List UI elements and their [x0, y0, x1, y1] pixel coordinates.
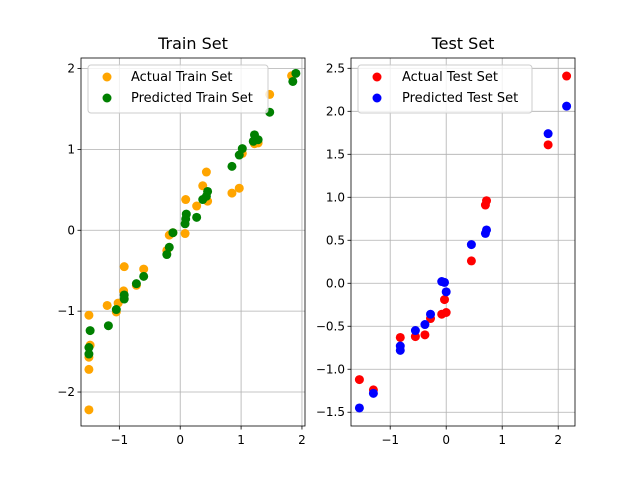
train-set-data-point [111, 305, 121, 315]
test-set-data-point [410, 326, 420, 336]
train-set-data-point [85, 326, 95, 336]
train-set-data-point [181, 195, 191, 205]
train-set-data-point [102, 300, 112, 310]
train-set-data-point [103, 321, 113, 331]
train-set-y-tick-label: 2 [67, 62, 75, 76]
legend-label-predicted-test: Predicted Test Set [402, 91, 518, 106]
train-set-data-point [162, 250, 172, 260]
test-set-data-point [562, 101, 572, 111]
train-set-data-point [164, 242, 174, 252]
test-set-y-tick-label: 1.5 [326, 147, 345, 161]
train-set-data-point [237, 144, 247, 154]
test-set-y-tick-label: 0.5 [326, 233, 345, 247]
test-set-x-tick-label: −1 [381, 433, 399, 447]
train-set-title: Train Set [157, 34, 228, 53]
train-set-data-point [203, 186, 213, 196]
train-set-data-point [192, 212, 202, 222]
test-set-y-tick-label: −1.5 [316, 405, 345, 419]
test-set-x-tick-label: 0 [442, 433, 450, 447]
train-set-data-point [84, 349, 94, 359]
train-set-data-point [180, 229, 190, 239]
train-set-data-point [201, 167, 211, 177]
train-set-data-point [192, 201, 202, 211]
train-set-y-tick-label: −1 [57, 304, 75, 318]
test-set-data-point [440, 295, 450, 305]
test-set-y-tick-label: −0.5 [316, 319, 345, 333]
test-set-data-point [395, 332, 405, 342]
train-set-data-point [291, 68, 301, 78]
train-set-plot: −1 0 1 2 −2 −1 0 1 2 Train Set Actual Train Set … [57, 34, 305, 447]
test-set-data-point [466, 256, 476, 266]
test-set-data-point [441, 287, 451, 297]
legend-label-actual-train: Actual Train Set [131, 70, 233, 85]
train-set-data-point [131, 279, 141, 289]
test-set-x-tick-label: 2 [554, 433, 562, 447]
train-set-y-tick-label: 1 [67, 142, 75, 156]
train-set-x-tick-label: −1 [110, 433, 128, 447]
test-set-data-point [466, 240, 476, 250]
test-set-axes-frame [350, 57, 576, 427]
test-set-x-tick-label: 1 [498, 433, 506, 447]
test-set-data-point [395, 341, 405, 351]
test-set-data-point [482, 225, 492, 235]
train-set-data-point [119, 290, 129, 300]
test-set-y-tick-label: 2.5 [326, 61, 345, 75]
test-set-y-tick-label: −1.0 [316, 362, 345, 376]
train-set-data-point [227, 188, 237, 198]
test-set-data-point [543, 129, 553, 139]
train-set-data-point [181, 209, 191, 219]
test-set-title: Test Set [431, 34, 495, 53]
test-set-data-point [482, 196, 492, 206]
test-set-data-point [426, 309, 436, 319]
train-set-data-point [139, 271, 149, 281]
legend-label-predicted-train: Predicted Train Set [131, 91, 253, 106]
legend-marker-predicted-train [102, 93, 112, 103]
test-set-data-point [543, 140, 553, 150]
test-set-data-point [420, 320, 430, 330]
test-set-points [354, 71, 572, 413]
train-set-y-tick-label: 0 [67, 223, 75, 237]
train-set-data-point [227, 161, 237, 171]
test-set-series-1 [354, 101, 572, 413]
train-set-legend: Actual Train Set Predicted Train Set [87, 64, 269, 114]
train-set-data-point [84, 343, 94, 353]
train-set-data-point [84, 405, 94, 415]
test-set-legend-box [357, 64, 533, 114]
train-set-y-tick-label: −2 [57, 385, 75, 399]
legend-marker-predicted-test [372, 93, 382, 103]
train-set-x-tick-label: 2 [298, 433, 306, 447]
train-set-series-1 [84, 68, 301, 359]
test-set-y-tick-label: 1.0 [326, 190, 345, 204]
test-set-data-point [354, 375, 364, 385]
train-set-data-point [253, 135, 263, 145]
train-set-x-tick-label: 1 [237, 433, 245, 447]
legend-label-actual-test: Actual Test Set [402, 70, 498, 85]
train-set-data-point [168, 228, 178, 238]
train-set-x-tick-label: 0 [176, 433, 184, 447]
test-set-y-tick-label: 2.0 [326, 104, 345, 118]
test-set-data-point [368, 388, 378, 398]
test-set-legend: Actual Test Set Predicted Test Set [357, 64, 533, 114]
train-set-data-point [119, 262, 129, 272]
test-set-data-point [562, 71, 572, 81]
test-set-y-tick-label: 0.0 [326, 276, 345, 290]
train-set-data-point [84, 364, 94, 374]
legend-marker-actual-train [102, 72, 112, 82]
test-set-plot: −1 0 1 2 −1.5 −1.0 −0.5 0.0 0.5 1.0 1.5 2.0 2.5 Test… [316, 34, 576, 447]
legend-marker-actual-test [372, 72, 382, 82]
test-set-data-point [441, 308, 451, 318]
train-set-legend-box [87, 64, 269, 114]
test-set-data-point [440, 277, 450, 287]
test-set-data-point [354, 403, 364, 413]
train-set-data-point [288, 76, 298, 86]
train-set-data-point [84, 310, 94, 320]
train-set-data-point [139, 264, 149, 274]
train-set-axes-frame [80, 57, 306, 427]
train-set-points [84, 68, 301, 415]
test-set-data-point [420, 330, 430, 340]
train-set-data-point [234, 183, 244, 193]
